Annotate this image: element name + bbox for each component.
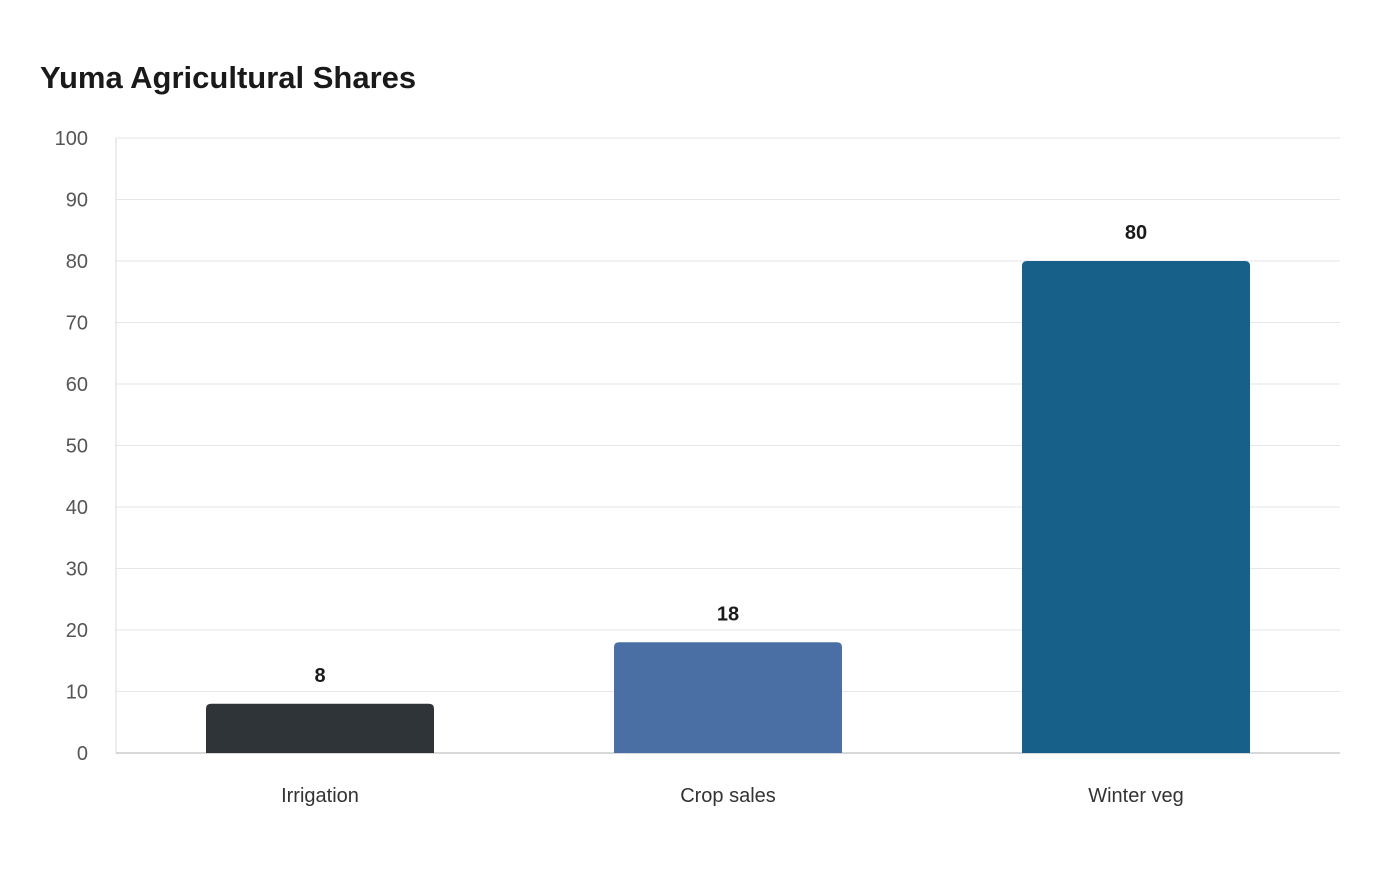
y-tick-label-80: 80 xyxy=(66,251,88,273)
bar-irrigation xyxy=(206,703,434,753)
x-tick-labels: Irrigation Crop sales Winter veg xyxy=(281,785,1184,807)
y-tick-label-100: 100 xyxy=(55,128,88,150)
chart-title: Yuma Agricultural Shares xyxy=(40,60,417,95)
y-tick-label-90: 90 xyxy=(66,190,88,212)
x-tick-label-crop-sales: Crop sales xyxy=(680,785,776,807)
y-tick-label-70: 70 xyxy=(66,313,88,335)
data-label-crop-sales: 18 xyxy=(717,603,739,625)
y-tick-label-40: 40 xyxy=(66,497,88,519)
bar-crop-sales xyxy=(614,642,842,753)
y-tick-label-10: 10 xyxy=(66,682,88,704)
y-tick-label-60: 60 xyxy=(66,374,88,396)
y-tick-labels: 0 10 20 30 40 50 60 70 80 90 100 xyxy=(55,128,88,765)
y-tick-label-30: 30 xyxy=(66,559,88,581)
bars: 8 18 80 xyxy=(206,222,1250,753)
y-tick-label-20: 20 xyxy=(66,620,88,642)
bar-winter-veg xyxy=(1022,261,1250,753)
y-tick-label-50: 50 xyxy=(66,436,88,458)
data-label-winter-veg: 80 xyxy=(1125,222,1147,244)
x-tick-label-irrigation: Irrigation xyxy=(281,785,359,807)
y-tick-label-0: 0 xyxy=(77,743,88,765)
data-label-irrigation: 8 xyxy=(314,665,325,687)
x-tick-label-winter-veg: Winter veg xyxy=(1088,785,1184,807)
